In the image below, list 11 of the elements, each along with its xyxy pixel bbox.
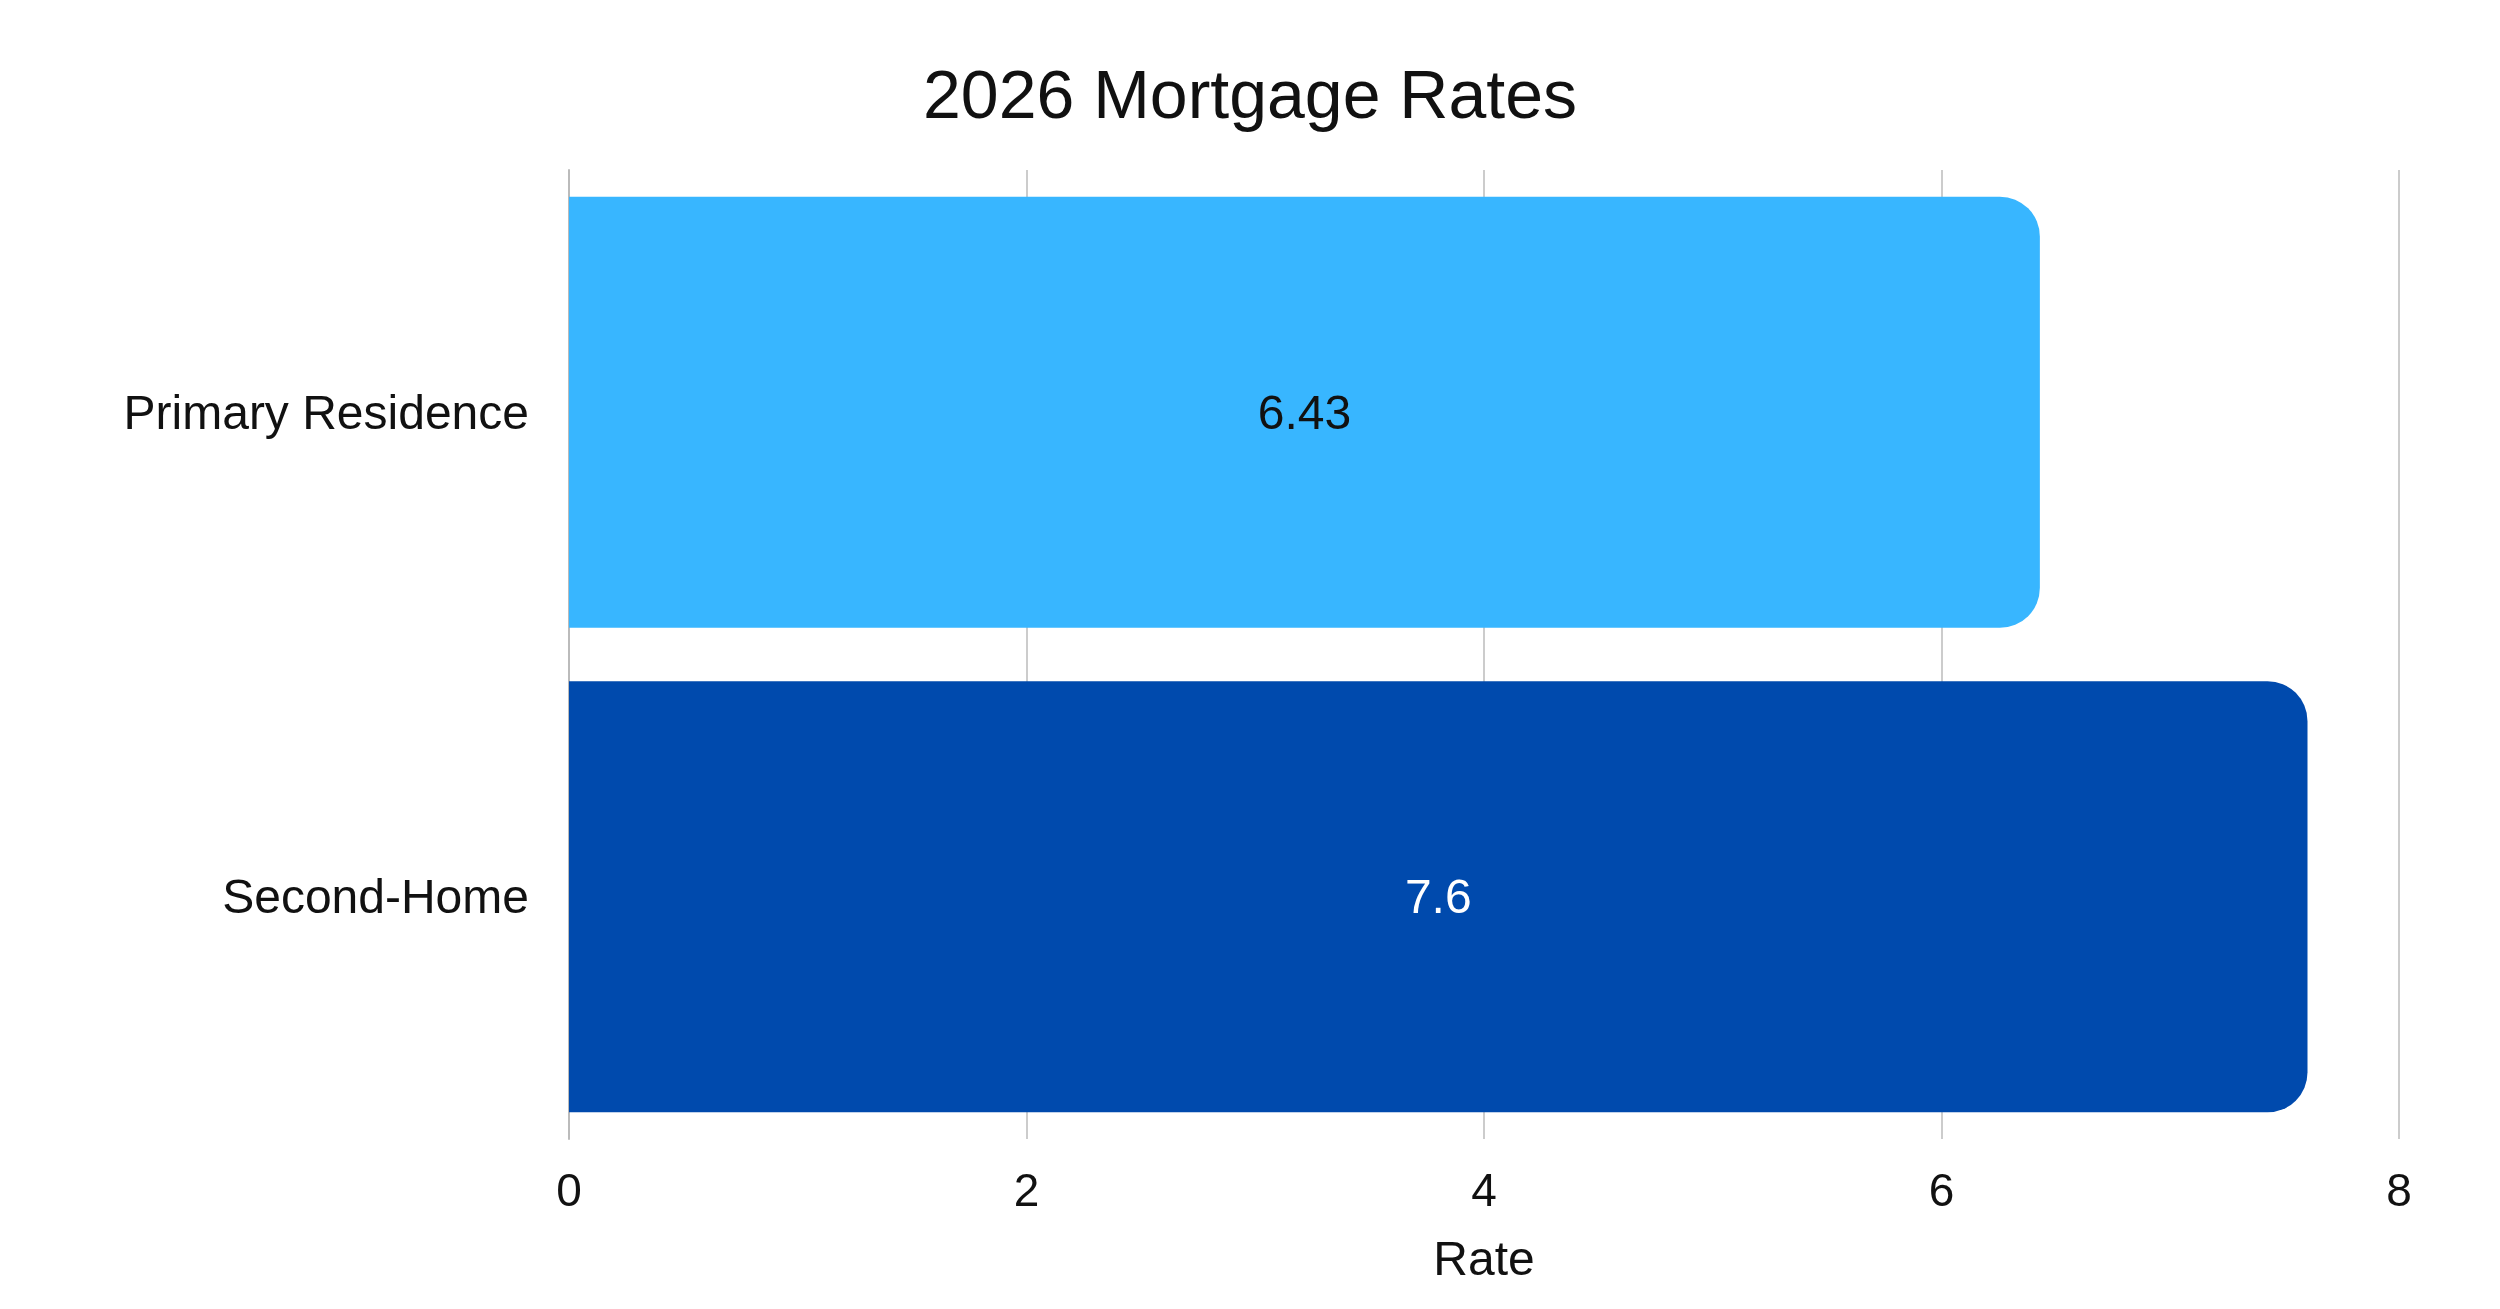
x-tick-label: 2 <box>1013 1164 1040 1216</box>
y-tick-label: Primary Residence <box>123 385 529 439</box>
x-tick-label: 0 <box>556 1164 582 1216</box>
x-axis-title: Rate <box>1433 1231 1535 1285</box>
chart-title: 2026 Mortgage Rates <box>923 56 1577 132</box>
y-tick-label: Second-Home <box>222 870 529 924</box>
x-tick-label: 4 <box>1471 1164 1497 1216</box>
data-label: 6.43 <box>1257 385 1352 439</box>
x-tick-label: 8 <box>2386 1164 2412 1216</box>
x-tick-label: 6 <box>1928 1164 1955 1216</box>
data-label: 7.6 <box>1404 870 1472 924</box>
